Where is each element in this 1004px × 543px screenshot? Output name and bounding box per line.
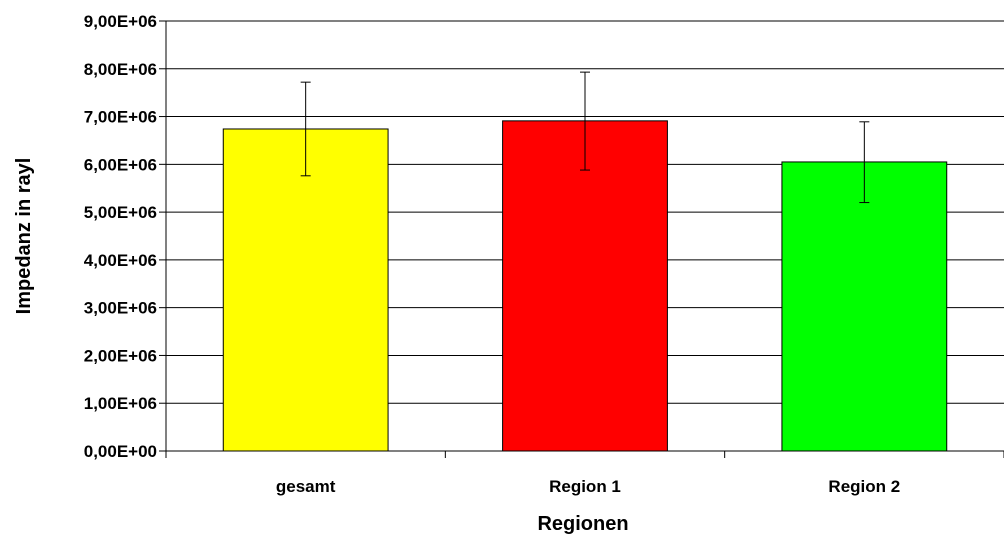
x-tick-label: Region 1 <box>549 477 621 496</box>
bar-region-2 <box>781 161 948 452</box>
bars <box>222 120 948 452</box>
y-tick-label: 8,00E+06 <box>84 60 157 79</box>
y-tick-label: 0,00E+00 <box>84 442 157 461</box>
x-tick-labels: gesamt Region 1 Region 2 <box>276 477 900 496</box>
y-tick-labels: 0,00E+00 1,00E+06 2,00E+06 3,00E+06 4,00E+06… <box>84 12 157 461</box>
y-tick-label: 5,00E+06 <box>84 203 157 222</box>
y-tick-label: 6,00E+06 <box>84 155 157 174</box>
bar-gesamt <box>222 128 389 452</box>
y-tick-label: 1,00E+06 <box>84 394 157 413</box>
y-tick-label: 4,00E+06 <box>84 251 157 270</box>
x-axis-title: Regionen <box>537 513 628 535</box>
error-bars <box>300 71 870 204</box>
y-tick-label: 7,00E+06 <box>84 108 157 127</box>
x-tick-label: Region 2 <box>828 477 900 496</box>
y-tick-label: 9,00E+06 <box>84 12 157 31</box>
bar-region-1 <box>502 120 668 452</box>
y-axis-title: Impedanz in rayl <box>13 158 35 315</box>
y-tick-label: 3,00E+06 <box>84 299 157 318</box>
axes <box>159 20 1004 458</box>
x-tick-label: gesamt <box>276 477 336 496</box>
y-tick-label: 2,00E+06 <box>84 346 157 365</box>
